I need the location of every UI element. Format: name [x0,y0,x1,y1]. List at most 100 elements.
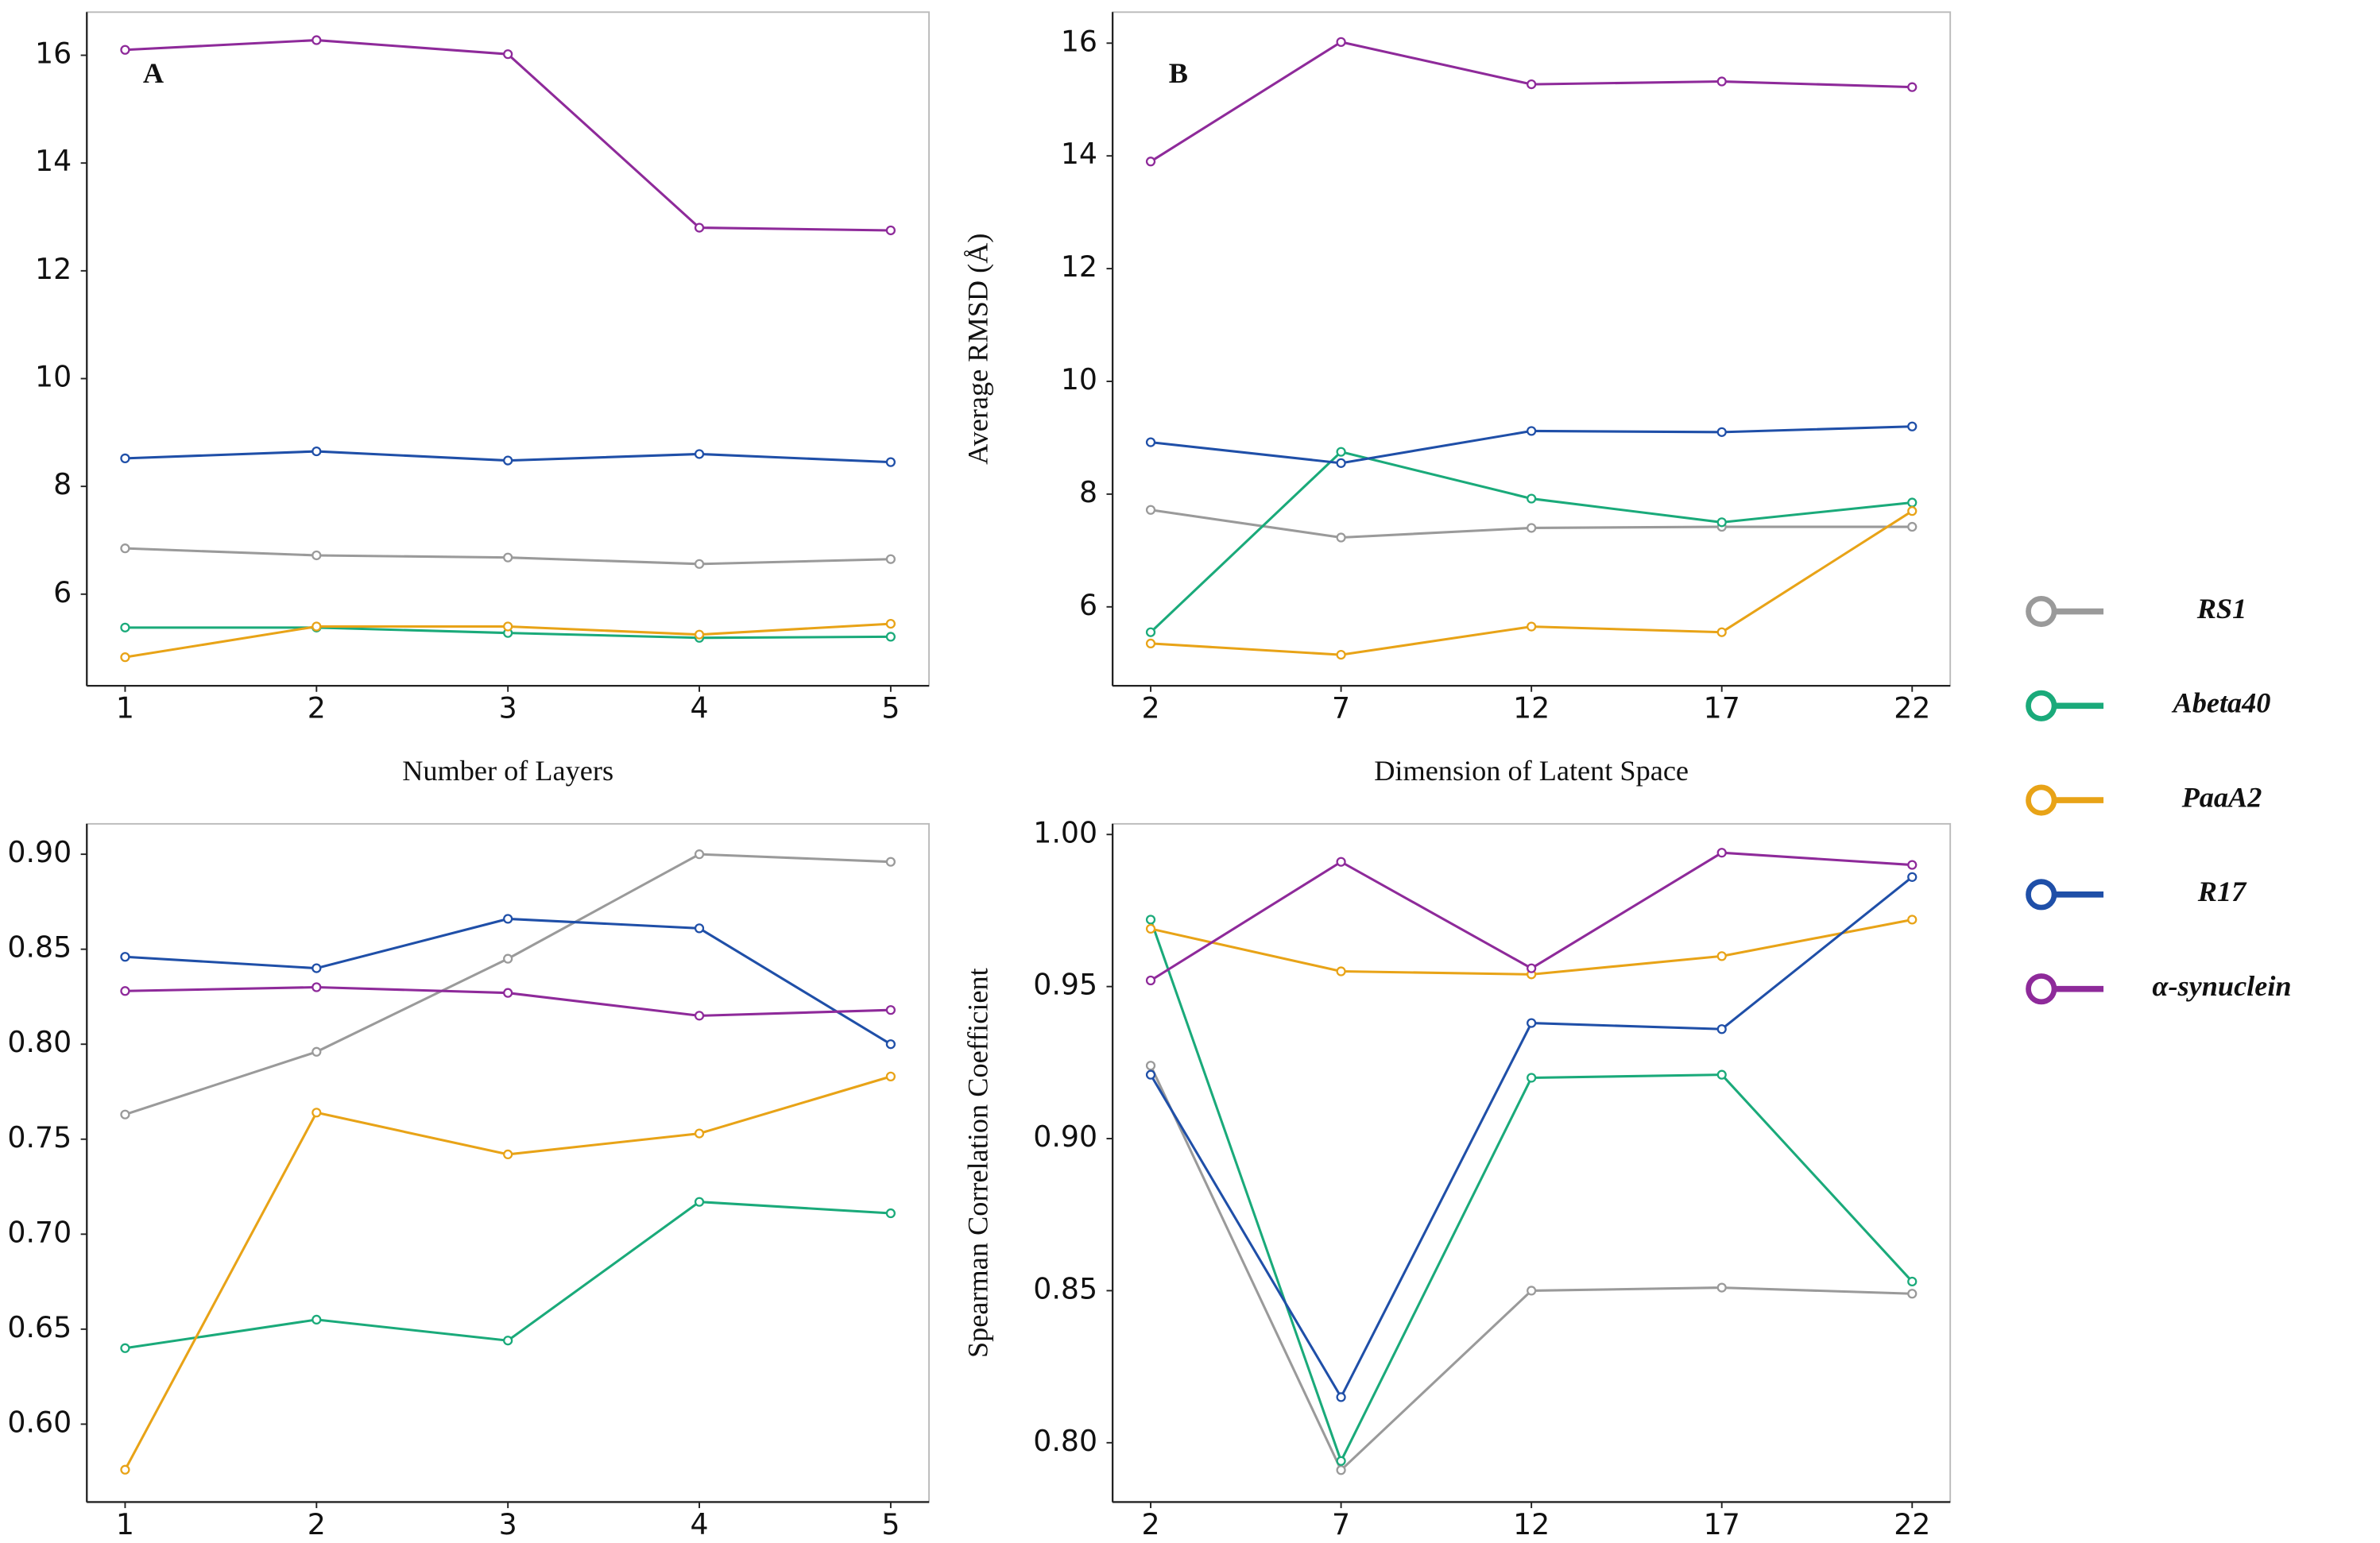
point-marker [1907,872,1918,882]
legend-label: Abeta40 [2172,687,2271,719]
point-marker [1716,627,1727,637]
x-tick-label: 3 [499,1507,517,1541]
x-tick-label: 17 [1704,1507,1740,1541]
x-tick-label: 5 [881,691,900,725]
point-marker [503,552,513,563]
y-tick-label: 10 [1061,362,1097,396]
x-tick-label: 2 [308,691,326,725]
point-marker [694,923,705,934]
point-marker [312,963,322,973]
point-marker [1145,638,1156,649]
x-tick-label: 7 [1332,1507,1350,1541]
point-marker [312,1046,322,1057]
plot-frame [86,11,931,687]
point-marker [1907,521,1918,532]
legend-label: α-synuclein [2152,970,2291,1002]
point-marker [120,1343,130,1353]
series-line [1149,450,1913,633]
point-marker [503,914,513,924]
point-marker [1145,915,1156,925]
legend-label: PaaA2 [2181,781,2262,813]
series-line [125,39,891,232]
point-marker [694,222,705,233]
point-marker [885,618,896,629]
legend-marker [2026,879,2057,911]
point-marker [885,225,896,236]
x-tick-label: 1 [116,1507,134,1541]
point-marker [1145,1061,1156,1071]
point-marker [503,953,513,964]
point-marker [1716,427,1727,437]
x-tick-label: 5 [881,1507,900,1541]
point-marker [120,952,130,962]
point-marker [503,455,513,466]
series-line [125,1201,891,1350]
point-marker [885,1208,896,1219]
point-marker [694,629,705,640]
y-tick-label: 0.80 [7,1025,72,1059]
y-tick-label: 0.80 [1033,1424,1097,1458]
point-marker [120,543,130,554]
point-marker [1336,532,1346,543]
x-tick-label: 2 [308,1507,326,1541]
x-tick-label: 2 [1141,1507,1159,1541]
point-marker [312,621,322,632]
y-tick-label: 0.70 [7,1215,72,1249]
y-tick-label: 0.85 [7,930,72,965]
legend-marker [2026,973,2057,1005]
point-marker [312,550,322,561]
plot-frame [86,822,931,1503]
series-line [125,917,892,1046]
y-tick-label: 0.60 [7,1405,72,1439]
y-axis-label: Average RMSD (Å) [962,233,993,464]
x-tick-label: 7 [1332,691,1350,725]
y-tick-label: 16 [1061,24,1097,58]
point-marker [503,49,513,60]
point-marker [312,446,322,457]
legend-marker [2026,784,2057,816]
point-marker [1716,76,1727,87]
legend-marker [2026,595,2057,628]
y-tick-label: 0.85 [1033,1271,1097,1305]
x-tick-label: 3 [499,691,517,725]
point-marker [312,35,322,45]
series-line [1149,918,1914,1464]
y-tick-label: 1.00 [1033,815,1097,849]
point-marker [1716,951,1727,961]
point-marker [1145,923,1156,934]
series-line [1150,851,1913,982]
point-marker [694,1011,705,1021]
point-marker [503,988,513,998]
point-marker [1716,1282,1727,1293]
plot-frame [1112,11,1952,687]
point-marker [1336,649,1346,660]
point-marker [503,1336,513,1346]
point-marker [1527,426,1537,436]
point-marker [1336,1392,1346,1402]
point-marker [1907,860,1918,870]
y-tick-label: 10 [35,359,72,393]
point-marker [312,1314,322,1325]
point-marker [1336,966,1346,976]
y-axis-label: Spearman Correlation Coefficient [962,968,993,1358]
y-tick-label: 6 [53,575,72,609]
series-line [124,1075,892,1471]
point-marker [312,982,322,992]
point-marker [1336,1456,1346,1466]
point-marker [120,1109,130,1120]
point-marker [1907,497,1918,508]
point-marker [1527,1073,1537,1083]
x-tick-label: 1 [116,691,134,725]
point-marker [1716,1069,1727,1080]
x-axis-label: Number of Layers [402,755,613,787]
point-marker [1145,627,1156,637]
point-marker [694,1197,705,1207]
point-marker [1527,621,1537,632]
point-marker [1907,1276,1918,1287]
point-marker [1716,517,1727,528]
point-marker [120,1464,130,1475]
x-tick-label: 4 [690,1507,708,1541]
point-marker [1336,1465,1346,1475]
y-tick-label: 12 [35,252,72,286]
x-tick-label: 17 [1704,691,1740,725]
